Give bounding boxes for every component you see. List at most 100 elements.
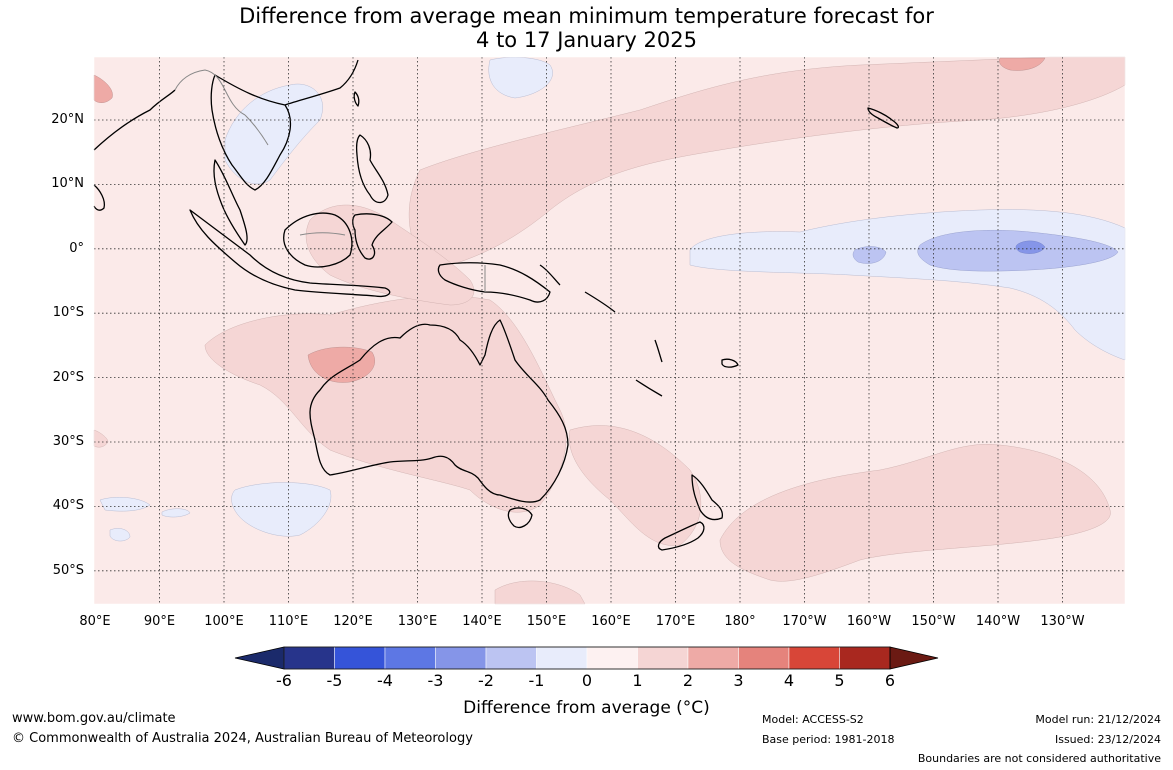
cool-core-equatorial bbox=[1015, 240, 1046, 254]
footer-website: www.bom.gov.au/climate bbox=[12, 711, 176, 726]
colorbar-tick-label: -3 bbox=[427, 671, 444, 690]
cool-region-north bbox=[488, 57, 553, 99]
longitude-label: 170°E bbox=[655, 614, 696, 629]
cool-region-southern-1 bbox=[231, 482, 332, 537]
colorbar-tick-label: 4 bbox=[783, 671, 795, 690]
footer-base-period: Base period: 1981-2018 bbox=[762, 733, 895, 746]
colorbar-segment bbox=[788, 646, 840, 670]
coast-philippines bbox=[355, 134, 389, 204]
anomaly-shading bbox=[93, 56, 1126, 605]
coast-new-zealand-north bbox=[691, 474, 724, 521]
coast-sri-lanka bbox=[93, 184, 106, 211]
longitude-label: 90°E bbox=[143, 614, 176, 629]
colorbar-tick-label: 2 bbox=[682, 671, 694, 690]
longitude-label: 150°E bbox=[526, 614, 567, 629]
latitude-label: 40°S bbox=[52, 498, 84, 514]
coast-new-caledonia bbox=[635, 379, 663, 397]
coastlines bbox=[93, 59, 899, 551]
longitude-label: 160°W bbox=[846, 614, 892, 629]
warm-patch-north-pacific bbox=[999, 57, 1046, 71]
coast-malay-peninsula bbox=[213, 159, 248, 246]
coast-china bbox=[284, 59, 359, 106]
latitude-label: 20°N bbox=[51, 112, 84, 127]
colorbar-tick-label: -5 bbox=[326, 671, 343, 690]
colorbar-tick-label: 3 bbox=[733, 671, 744, 690]
footer-model-run: Model run: 21/12/2024 bbox=[1035, 713, 1161, 726]
colorbar-tick-label: -6 bbox=[276, 671, 292, 690]
footer-disclaimer: Boundaries are not considered authoritat… bbox=[917, 752, 1161, 765]
colorbar-segment bbox=[687, 646, 739, 670]
latitude-label: 50°S bbox=[52, 562, 84, 578]
longitude-label: 100°E bbox=[204, 614, 244, 629]
colorbar-tick-label: -4 bbox=[377, 671, 393, 690]
latitude-label: 20°S bbox=[52, 369, 84, 385]
colorbar-tick-label: 6 bbox=[884, 671, 896, 690]
country-borders bbox=[174, 69, 486, 292]
colorbar-max-arrow bbox=[889, 646, 939, 670]
coast-indochina bbox=[210, 74, 292, 191]
colorbar-segment bbox=[283, 646, 335, 670]
cool-patch-equatorial-west bbox=[852, 246, 887, 264]
coast-vanuatu bbox=[654, 339, 663, 363]
border-borneo bbox=[299, 232, 346, 236]
latitude-label: 10°N bbox=[51, 176, 84, 192]
colorbar bbox=[234, 646, 939, 670]
coast-hawaii bbox=[867, 107, 899, 129]
title-line-2: 4 to 17 January 2025 bbox=[476, 28, 697, 52]
footer-copyright: © Commonwealth of Australia 2024, Austra… bbox=[12, 731, 473, 746]
footer-model: Model: ACCESS-S2 bbox=[762, 713, 864, 726]
cool-region-se-asia bbox=[224, 83, 323, 185]
longitude-label: 160°E bbox=[591, 614, 631, 629]
colorbar-segment bbox=[839, 646, 891, 670]
colorbar-tick-label: 0 bbox=[581, 671, 593, 690]
warm-region-south-pacific bbox=[719, 444, 1111, 582]
longitude-label: 130°E bbox=[397, 614, 438, 629]
longitude-label: 120°E bbox=[333, 614, 373, 629]
coast-taiwan bbox=[353, 91, 360, 107]
cool-region-southern-3 bbox=[109, 528, 131, 542]
colorbar-segment bbox=[435, 646, 487, 670]
graticule bbox=[94, 57, 1125, 604]
warm-region-australia bbox=[204, 295, 567, 513]
border-indochina bbox=[244, 114, 269, 146]
warm-region-tasman bbox=[569, 425, 702, 546]
longitude-label: 140°W bbox=[975, 614, 1021, 629]
title-line-1: Difference from average mean minimum tem… bbox=[239, 4, 934, 28]
longitude-label: 170°W bbox=[782, 614, 827, 629]
map-frame bbox=[93, 56, 1126, 605]
longitude-label: 180° bbox=[724, 614, 756, 629]
warm-region-southern bbox=[494, 580, 586, 605]
colorbar-segment bbox=[637, 646, 689, 670]
coast-australia bbox=[309, 319, 569, 503]
coast-sumatra-java bbox=[189, 209, 391, 298]
coast-india bbox=[93, 89, 176, 151]
coast-borneo bbox=[283, 212, 353, 268]
chart-title: Difference from average mean minimum tem… bbox=[0, 4, 1173, 52]
footer-issued: Issued: 23/12/2024 bbox=[1054, 733, 1161, 746]
colorbar-frame bbox=[283, 646, 891, 670]
colorbar-tick-label: 1 bbox=[632, 671, 643, 690]
longitude-label: 130°W bbox=[1040, 614, 1085, 629]
longitude-label: 150°W bbox=[911, 614, 956, 629]
colorbar-segment bbox=[384, 646, 436, 670]
coast-new-britain bbox=[539, 264, 561, 286]
cool-region-southern-4 bbox=[161, 508, 191, 518]
colorbar-tick-label: 5 bbox=[834, 671, 845, 690]
border-mainland-asia bbox=[174, 69, 246, 116]
cool-region-southern-2 bbox=[99, 497, 151, 512]
coast-sulawesi bbox=[352, 213, 393, 260]
warm-region-maritime bbox=[305, 204, 475, 306]
longitude-label: 140°E bbox=[462, 614, 502, 629]
colorbar-segment bbox=[586, 646, 638, 670]
colorbar-tick-label: -1 bbox=[528, 671, 545, 690]
coast-fiji bbox=[721, 358, 739, 368]
colorbar-title: Difference from average (°C) bbox=[463, 698, 710, 718]
longitude-label: 110°E bbox=[268, 614, 309, 629]
colorbar-min-arrow bbox=[234, 646, 285, 670]
colorbar-segment bbox=[334, 646, 386, 670]
colorbar-segment bbox=[536, 646, 588, 670]
warm-region-west-edge bbox=[93, 429, 109, 448]
colorbar-tick-label: -2 bbox=[478, 671, 494, 690]
longitude-label: 80°E bbox=[79, 614, 111, 629]
